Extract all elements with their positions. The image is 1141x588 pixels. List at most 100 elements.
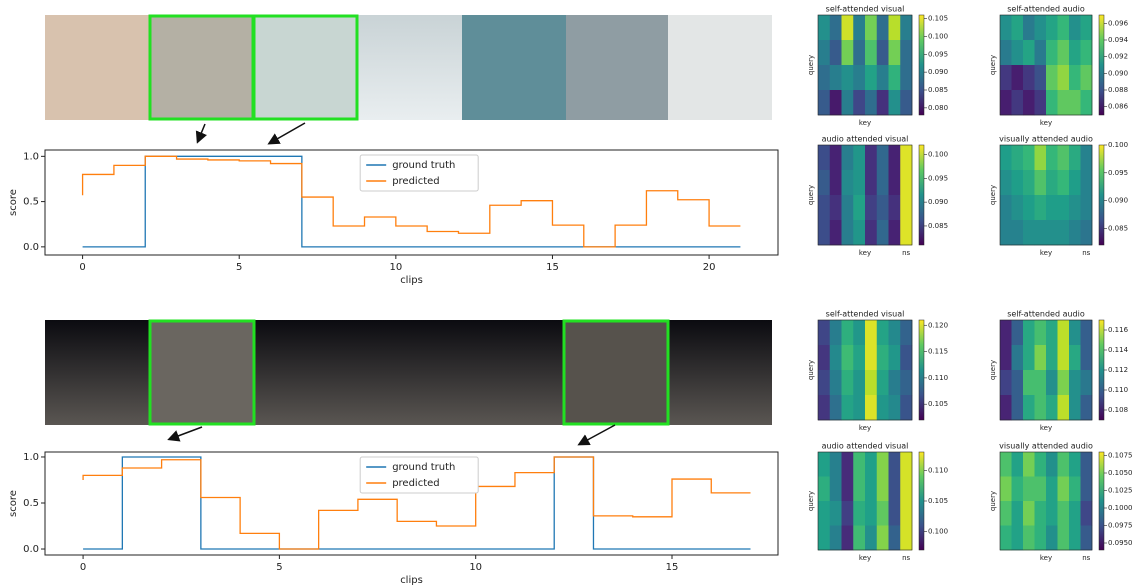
colorbar-tick-label: 0.100 [1108,141,1128,149]
heat-cell [842,195,854,220]
colorbar [1099,320,1104,420]
heat-cell [1035,370,1047,395]
heat-cell [1012,501,1024,526]
colorbar [1099,15,1104,115]
heat-cell [1035,320,1047,345]
heat-cell [830,370,842,395]
heat-cell [818,320,830,345]
colorbar-tick-label: 0.094 [1108,36,1129,44]
photo-strip-top [45,15,772,143]
heat-cell [818,65,830,90]
heat-cell [877,477,889,502]
heat-cell [830,320,842,345]
y-tick-label: 1.0 [23,452,39,463]
heat-cell [1081,145,1093,170]
heatmap-title: self-attended visual [826,310,905,319]
heat-cell [842,90,854,115]
heat-cell [1069,370,1081,395]
colorbar-tick-label: 0.090 [1108,197,1128,205]
legend-label: ground truth [392,462,455,473]
heat-cell [1069,501,1081,526]
heat-cell [1081,452,1093,477]
heat-cell [1000,170,1012,195]
heat-cell [900,90,912,115]
heat-cell [842,15,854,40]
heat-cell [830,170,842,195]
colorbar-tick-label: 0.108 [1108,406,1128,414]
heat-cell [853,145,865,170]
heat-cell [818,477,830,502]
x-tick-label: 15 [546,262,559,273]
legend-label: ground truth [392,160,455,171]
heat-cell [1069,452,1081,477]
heat-cell [1000,452,1012,477]
heat-cell [1012,452,1024,477]
heat-cell [1035,15,1047,40]
x-axis-label: key [859,424,871,432]
heat-cell [889,145,901,170]
heat-cell [865,452,877,477]
heat-cell [830,145,842,170]
heat-cell [818,452,830,477]
x-tick-label: 15 [666,562,679,573]
heat-cell [1058,15,1070,40]
highlight-frame [564,321,668,424]
y-axis-label: query [989,491,997,511]
colorbar-tick-label: 0.080 [928,104,948,112]
heatmap-title: audio attended visual [822,442,909,451]
heat-cell [1069,395,1081,420]
heat-cell [818,345,830,370]
heat-cell [818,220,830,245]
y-axis-label: query [807,360,815,380]
heat-cell [830,195,842,220]
y-axis-label: query [807,185,815,205]
heat-cell [900,477,912,502]
colorbar-tick-label: 0.1075 [1108,452,1133,460]
photo [668,15,772,120]
colorbar-tick-label: 0.090 [928,68,948,76]
heat-cell [853,195,865,220]
x-axis-label: key [859,249,871,257]
heat-cell [1081,170,1093,195]
heat-cell [1081,65,1093,90]
heat-cell [877,40,889,65]
heat-cell [1069,40,1081,65]
heat-cell [900,320,912,345]
heat-cell [1023,195,1035,220]
colorbar-tick-label: 0.100 [928,32,948,40]
heat-cell [818,40,830,65]
x-axis-label: key [859,119,871,127]
heatmap-title: self-attended audio [1007,310,1085,319]
heat-cell [1058,501,1070,526]
y-tick-label: 0.0 [23,544,39,555]
heat-cell [830,220,842,245]
heat-cell [1058,477,1070,502]
heat-cell [1081,345,1093,370]
heat-cell [1023,345,1035,370]
heat-cell [900,501,912,526]
heat-cell [818,501,830,526]
heat-cell [1012,345,1024,370]
x-tick-label: 10 [389,262,402,273]
heat-cell [1058,526,1070,551]
arrow [198,124,205,141]
heat-cell [865,195,877,220]
heat-cell [1081,195,1093,220]
heat-cell [818,526,830,551]
heat-cell [1058,370,1070,395]
colorbar-tick-label: 0.095 [928,174,948,182]
colorbar-tick-label: 0.115 [928,348,948,356]
heat-cell [842,370,854,395]
heat-cell [1058,395,1070,420]
heat-cell [1012,395,1024,420]
x-axis-label: clips [400,275,423,286]
colorbar-tick-label: 0.114 [1108,346,1129,354]
legend-label: predicted [392,478,439,489]
heat-cell [853,526,865,551]
heat-cell [865,526,877,551]
heat-cell [1035,501,1047,526]
heat-cell [877,501,889,526]
y-axis-label: score [8,189,19,216]
heat-cell [900,145,912,170]
heat-cell [900,345,912,370]
